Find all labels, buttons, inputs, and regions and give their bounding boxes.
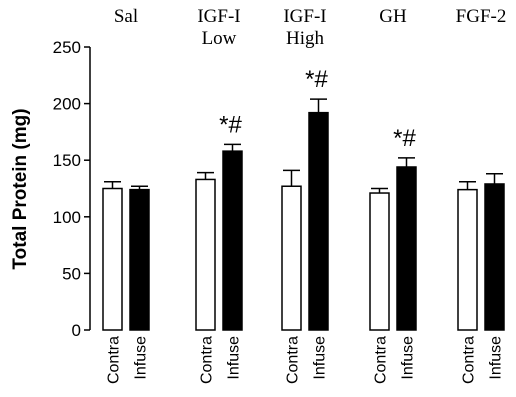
x-category-label: Infuse [488, 336, 505, 380]
bar [308, 111, 329, 331]
bar [396, 166, 417, 331]
group-label: IGF-I [283, 6, 326, 27]
y-tick-label: 250 [53, 38, 81, 57]
significance-marker: *# [393, 125, 416, 152]
group-label: IGF-I [197, 6, 240, 27]
bar [281, 185, 302, 331]
y-tick-label: 200 [53, 95, 81, 114]
x-category-label: Contra [285, 336, 302, 384]
x-category-label: Contra [199, 336, 216, 384]
bar [129, 188, 150, 331]
group-label: FGF-2 [456, 6, 507, 27]
group-label: GH [379, 6, 407, 27]
bar [457, 188, 478, 331]
x-category-label: Infuse [226, 336, 243, 380]
y-axis-label: Total Protein (mg) [10, 108, 31, 269]
x-category-label: Infuse [400, 336, 417, 380]
bar [222, 150, 243, 331]
bar [195, 178, 216, 331]
y-tick-label: 100 [53, 208, 81, 227]
x-category-label: Contra [461, 336, 478, 384]
significance-marker: *# [305, 66, 328, 93]
bar [484, 183, 505, 331]
bar [102, 187, 123, 331]
y-tick-label: 50 [62, 264, 81, 283]
group-label: Low [202, 28, 237, 49]
x-category-label: Contra [106, 336, 123, 384]
plot-area: 0 50 100 150 200 250 Contra Infuse Sal Contra Infu… [53, 6, 507, 384]
group-label: Sal [114, 6, 138, 27]
x-category-label: Contra [373, 336, 390, 384]
y-tick-label: 0 [72, 321, 81, 340]
y-tick-label: 150 [53, 151, 81, 170]
bar [369, 192, 390, 331]
x-category-label: Infuse [312, 336, 329, 380]
x-category-label: Infuse [133, 336, 150, 380]
significance-marker: *# [219, 111, 242, 138]
group-label: High [286, 28, 325, 49]
